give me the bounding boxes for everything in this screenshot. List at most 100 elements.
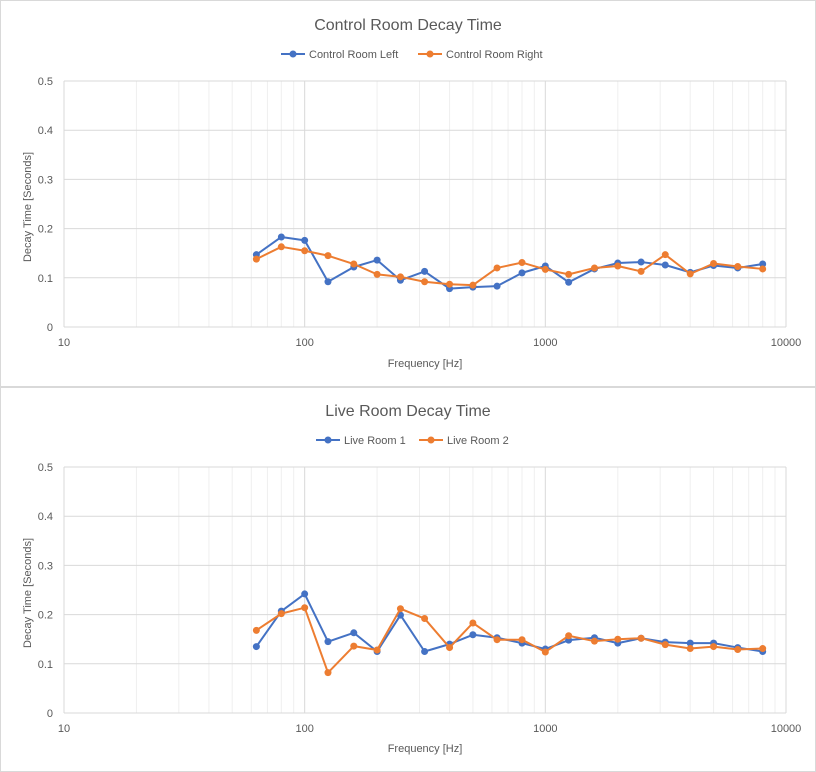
data-point: [590, 637, 598, 645]
data-point: [518, 636, 526, 644]
data-point: [734, 262, 742, 270]
live-room-chart-svg: Live Room Decay Time Live Room 1 Live Room…: [22, 403, 801, 755]
legend-marker: [289, 50, 297, 58]
y-tick-label: 0.4: [38, 511, 53, 523]
y-tick-label: 0.2: [38, 610, 53, 622]
chart-title: Live Room Decay Time: [325, 403, 490, 420]
x-axis-label: Frequency [Hz]: [388, 358, 463, 370]
data-point: [350, 260, 358, 268]
chart-title: Control Room Decay Time: [314, 17, 502, 34]
y-axis-label: Decay Time [Seconds]: [22, 538, 34, 648]
series-line: [255, 235, 763, 290]
data-point: [421, 267, 429, 275]
data-point: [734, 646, 742, 654]
data-point: [686, 270, 694, 278]
x-tick-label: 10000: [771, 337, 802, 349]
legend-entry: Live Room 1: [316, 435, 406, 447]
x-tick-label: 10: [58, 723, 70, 735]
data-point: [759, 645, 767, 653]
data-point: [637, 267, 645, 275]
legend-entry: Control Room Left: [281, 49, 398, 61]
y-tick-label: 0: [47, 708, 53, 720]
data-point: [301, 590, 309, 598]
series-line: [255, 592, 763, 653]
y-tick-label: 0.5: [38, 76, 53, 88]
y-tick-label: 0.4: [38, 125, 53, 137]
data-point: [614, 262, 622, 270]
legend-label: Live Room 1: [344, 435, 406, 447]
y-tick-label: 0.1: [38, 659, 53, 671]
data-point: [637, 258, 645, 266]
series-2: [252, 604, 767, 677]
data-point: [686, 639, 694, 647]
data-point: [277, 610, 285, 618]
data-point: [710, 260, 718, 268]
y-tick-label: 0.3: [38, 560, 53, 572]
data-point: [301, 236, 309, 244]
data-point: [301, 247, 309, 255]
data-point: [469, 281, 477, 289]
data-point: [252, 643, 260, 651]
data-point: [252, 255, 260, 263]
y-tick-label: 0.3: [38, 174, 53, 186]
data-point: [565, 270, 573, 278]
data-point: [446, 280, 454, 288]
x-tick-label: 100: [295, 723, 313, 735]
data-point: [493, 636, 501, 644]
x-tick-label: 1000: [533, 337, 557, 349]
x-tick-label: 10: [58, 337, 70, 349]
data-point: [469, 619, 477, 627]
y-tick-label: 0.5: [38, 462, 53, 474]
data-point: [518, 259, 526, 267]
data-point: [759, 260, 767, 268]
x-axis-label: Frequency [Hz]: [388, 743, 463, 755]
data-point: [301, 604, 309, 612]
y-tick-label: 0.2: [38, 224, 53, 236]
data-point: [396, 605, 404, 613]
data-point: [373, 270, 381, 278]
minor-gridlines: [135, 81, 776, 327]
data-point: [373, 256, 381, 264]
y-tick-label: 0.1: [38, 273, 53, 285]
data-point: [661, 261, 669, 269]
series-line: [255, 245, 763, 287]
data-point: [710, 643, 718, 651]
data-point: [518, 269, 526, 277]
y-tick-label: 0: [47, 322, 53, 334]
major-gridlines: [63, 80, 787, 328]
series-1: [252, 233, 767, 293]
data-point: [324, 278, 332, 286]
data-point: [324, 638, 332, 646]
data-point: [493, 264, 501, 272]
data-point: [421, 648, 429, 655]
legend-label: Control Room Right: [446, 49, 543, 61]
x-tick-label: 100: [295, 337, 313, 349]
y-axis-label: Decay Time [Seconds]: [22, 152, 34, 262]
legend-label: Control Room Left: [309, 49, 398, 61]
control-room-chart-svg: Control Room Decay Time Control Room Left…: [22, 17, 802, 370]
legend-entry: Live Room 2: [419, 435, 509, 447]
data-point: [565, 632, 573, 640]
legend-entry: Control Room Right: [418, 49, 543, 61]
data-point: [324, 669, 332, 677]
series-line: [255, 606, 763, 674]
data-point: [541, 265, 549, 273]
data-point: [493, 282, 501, 290]
legend-marker: [324, 436, 332, 444]
data-point: [324, 252, 332, 260]
data-point: [661, 251, 669, 259]
data-point: [759, 265, 767, 273]
data-point: [541, 648, 549, 656]
data-point: [686, 645, 694, 653]
data-point: [421, 278, 429, 286]
data-point: [469, 631, 477, 639]
data-point: [637, 634, 645, 642]
legend-label: Live Room 2: [447, 435, 509, 447]
control-room-chart: Control Room Decay Time Control Room Left…: [0, 0, 816, 387]
data-point: [614, 635, 622, 643]
major-gridlines: [63, 466, 787, 714]
data-point: [350, 642, 358, 650]
data-point: [277, 233, 285, 241]
data-point: [252, 626, 260, 634]
data-point: [446, 644, 454, 652]
